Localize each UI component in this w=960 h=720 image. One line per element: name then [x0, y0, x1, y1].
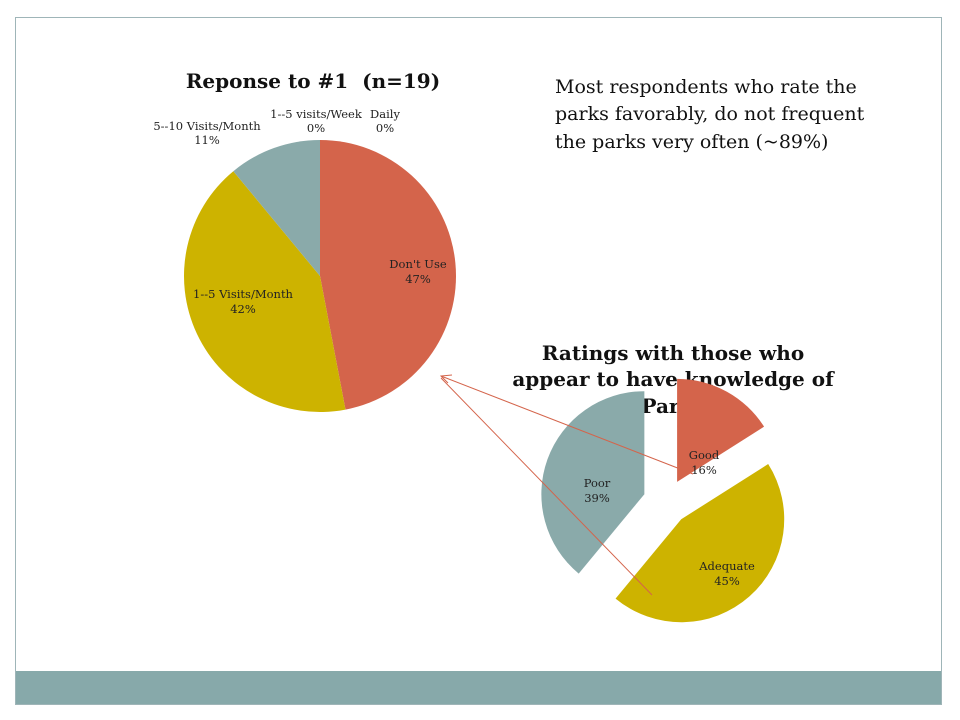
- chart1-label-1-5-visits-week: 1--5 visits/Week: [270, 107, 363, 121]
- chart2-value-poor: 39%: [584, 491, 610, 505]
- arrow-line-good: [440, 375, 694, 475]
- chart2-slice-adequate: [615, 464, 785, 623]
- chart2-label-poor: Poor: [584, 476, 611, 490]
- chart1-value-1-5-visits-week: 0%: [307, 121, 325, 135]
- chart2-value-good: 16%: [691, 463, 717, 477]
- note-text: Most respondents who rate the parks favo…: [555, 76, 865, 153]
- chart1-label-dont-use: Don't Use: [389, 257, 447, 271]
- chart1-labels: Don't Use 47% 1--5 Visits/Month 42% 5--1…: [153, 107, 447, 316]
- chart1-slice-1-5-visits-month: [184, 171, 346, 412]
- chart1-label-1-5-visits-month: 1--5 Visits/Month: [193, 287, 294, 301]
- note-line-1: Most respondents who rate the: [555, 76, 857, 98]
- slide-frame: [15, 17, 942, 705]
- chart2-title: Ratings with those who appear to have kn…: [512, 341, 835, 418]
- chart1-value-dont-use: 47%: [405, 272, 431, 286]
- chart2-label-good: Good: [689, 448, 720, 462]
- chart1-slice-5-10-visits-month: [233, 140, 320, 276]
- arrow-line-adequate: [440, 377, 653, 596]
- chart1-value-5-10-visits-month: 11%: [194, 133, 220, 147]
- chart2-slice-poor: [541, 391, 645, 574]
- chart1-value-1-5-visits-month: 42%: [230, 302, 256, 316]
- arrowhead: [439, 374, 453, 384]
- chart1-label-5-10-visits-month: 5--10 Visits/Month: [153, 119, 261, 133]
- chart1-value-daily: 0%: [376, 121, 394, 135]
- chart1-slices: [184, 140, 456, 412]
- chart2-value-adequate: 45%: [714, 574, 740, 588]
- note-line-3: the parks very often (~89%): [555, 131, 828, 153]
- note-line-2: parks favorably, do not frequent: [555, 103, 865, 125]
- chart2-slices: [541, 378, 785, 623]
- chart1-title: Reponse to #1 (n=19): [186, 69, 440, 93]
- chart2-title-line-2: appear to have knowledge of: [512, 367, 835, 391]
- chart2-label-adequate: Adequate: [698, 559, 755, 573]
- chart1-slice-dont-use: [320, 140, 456, 410]
- chart2-labels: Good 16% Adequate 45% Poor 39%: [584, 448, 755, 588]
- chart1-label-daily: Daily: [370, 107, 400, 121]
- chart2-title-line-1: Ratings with those who: [542, 341, 804, 365]
- connector-arrows: [439, 374, 694, 596]
- footer-bar: [16, 671, 941, 704]
- chart2-slice-good: [677, 378, 765, 482]
